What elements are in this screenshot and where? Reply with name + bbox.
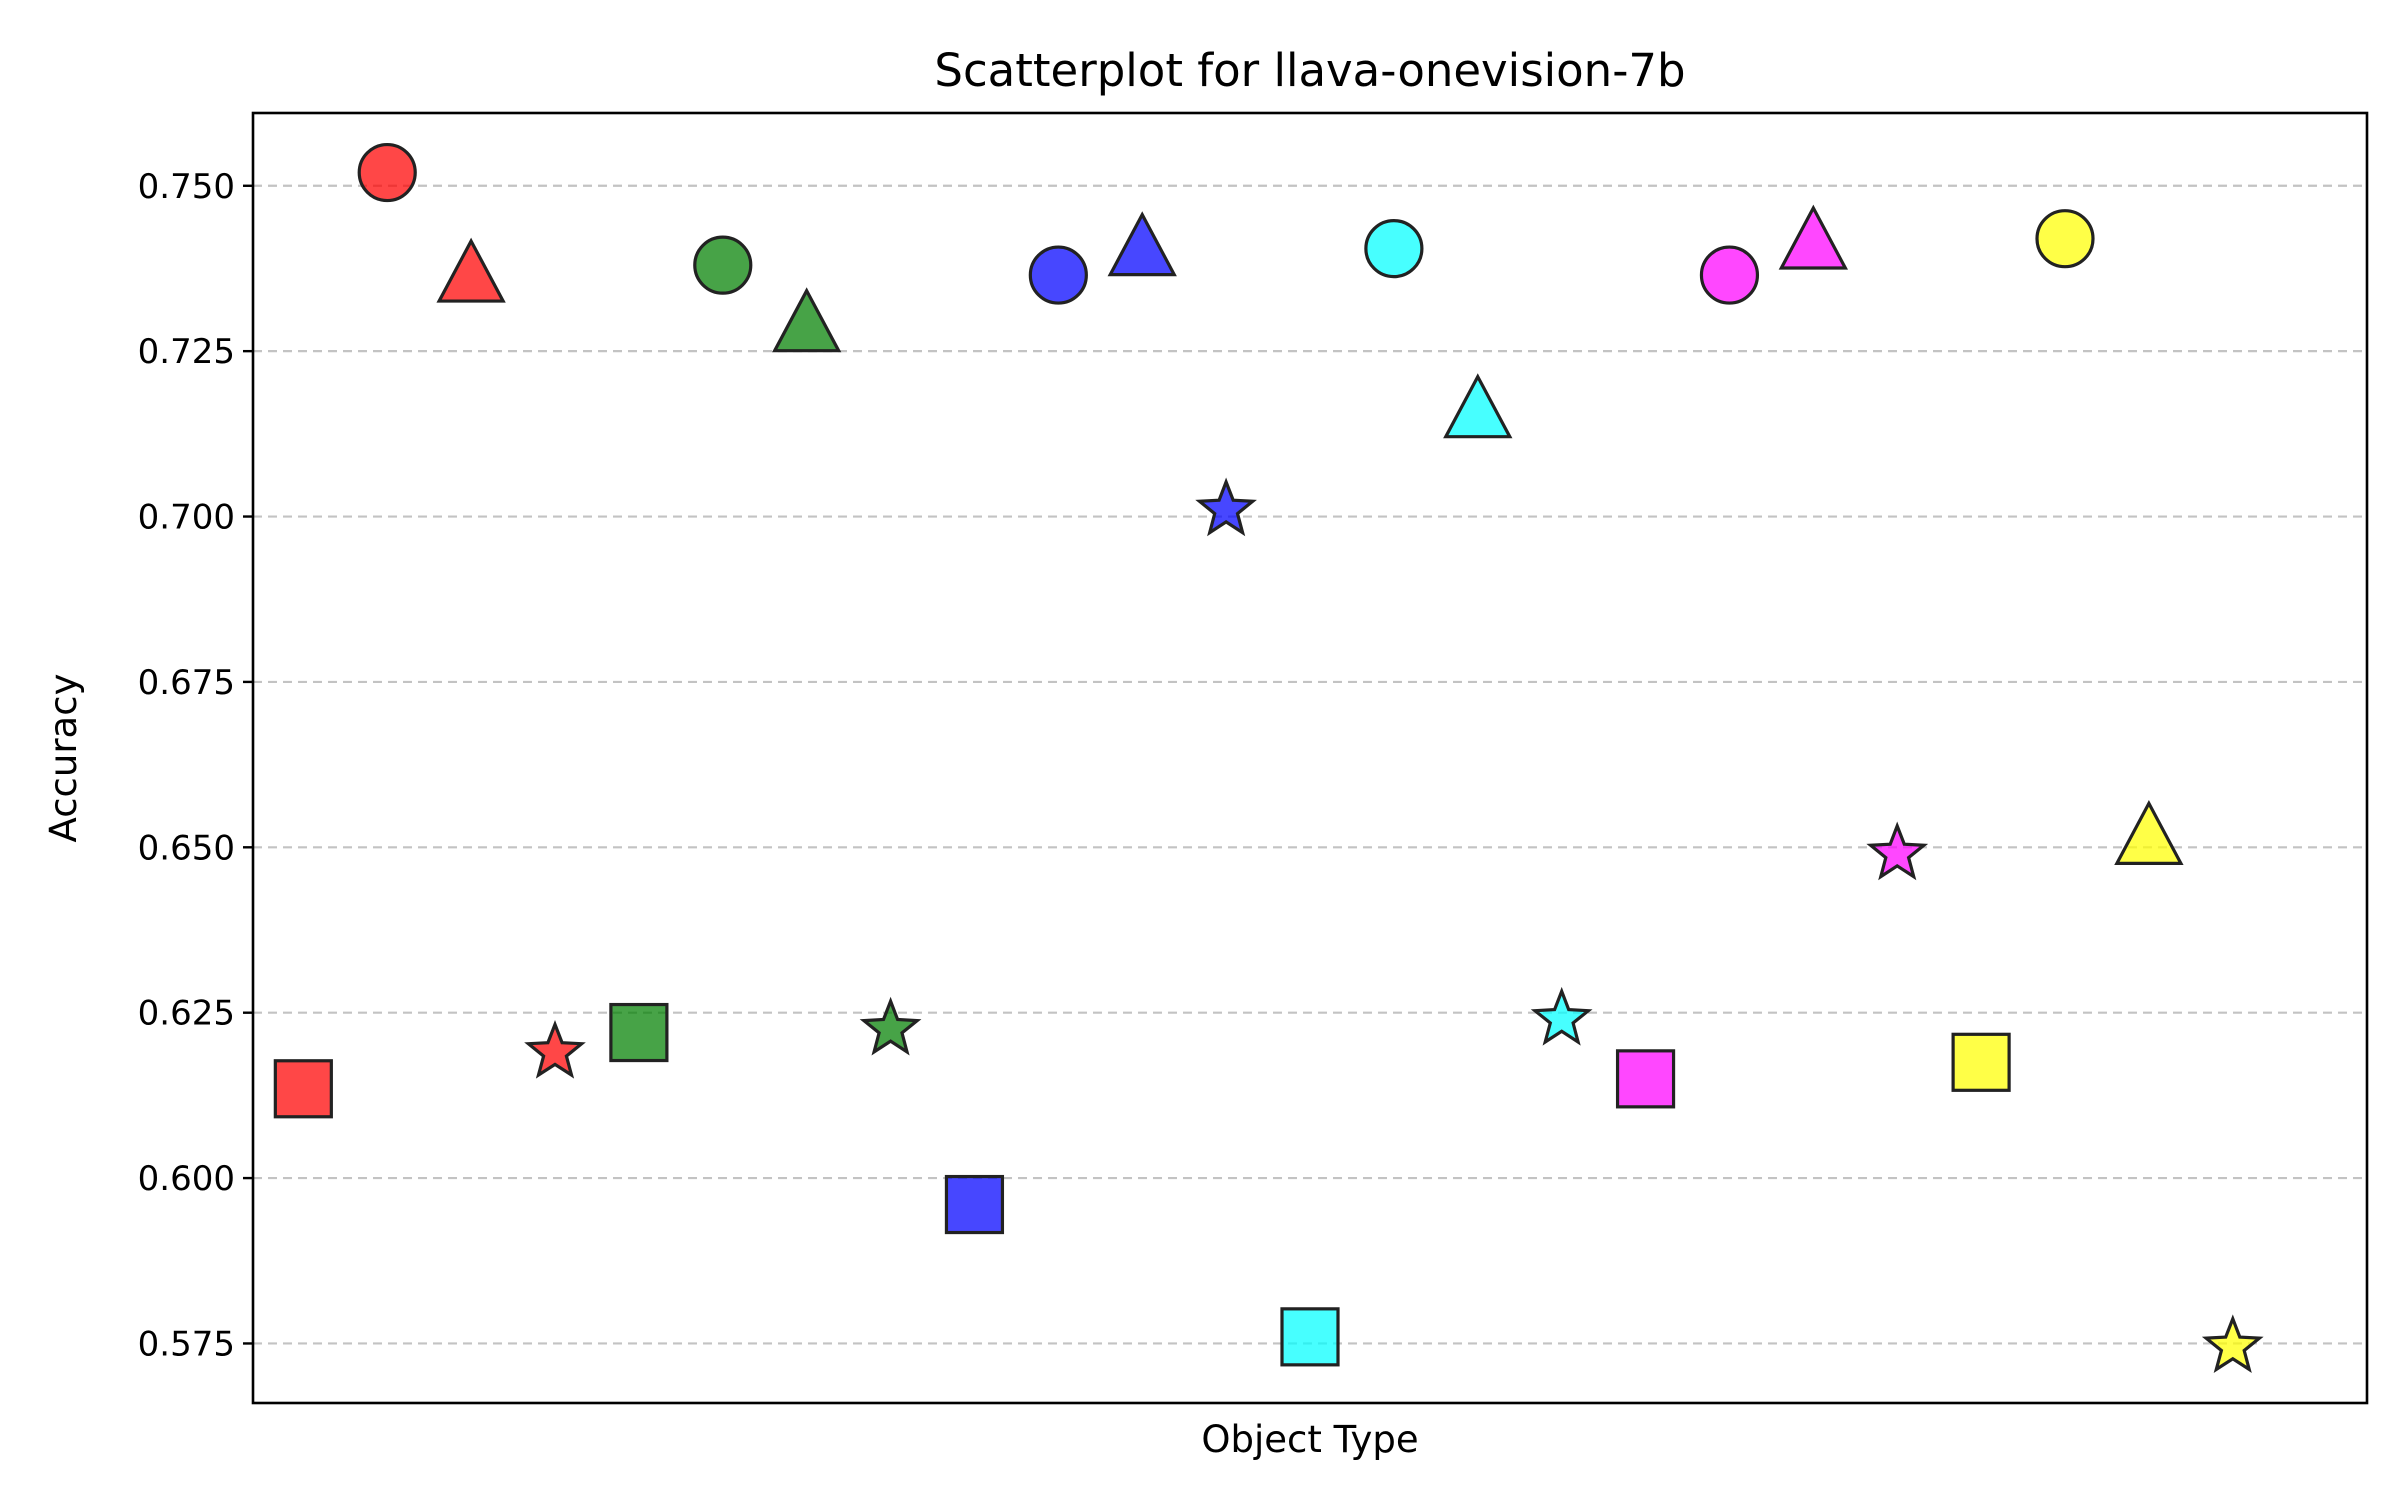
data-point-square — [1951, 1032, 2011, 1092]
data-point-square — [1615, 1049, 1676, 1109]
y-axis-label: Accuracy — [42, 674, 85, 843]
y-tick-label: 0.675 — [138, 663, 235, 703]
y-tick-label: 0.625 — [138, 994, 235, 1034]
y-tick-label: 0.600 — [138, 1159, 235, 1199]
y-tick-label: 0.750 — [138, 167, 235, 207]
data-point-triangle — [1778, 204, 1849, 270]
data-point-star — [1195, 477, 1257, 537]
data-point-triangle — [1443, 373, 1513, 439]
data-point-star — [2201, 1314, 2264, 1373]
plot-area-frame — [251, 111, 2369, 1405]
data-point-square — [609, 1002, 669, 1063]
data-point-circle — [693, 235, 753, 295]
data-point-triangle — [2114, 799, 2184, 865]
data-point-square — [944, 1174, 1005, 1235]
data-point-star — [1530, 986, 1593, 1046]
y-tick-label: 0.700 — [138, 498, 235, 538]
y-tick-label: 0.725 — [138, 332, 235, 372]
data-point-triangle — [1107, 211, 1177, 277]
gridlines — [253, 184, 2367, 1345]
chart-title: Scatterplot for llava-onevision-7b — [934, 44, 1685, 97]
data-point-circle — [1028, 245, 1088, 305]
data-point-triangle — [436, 237, 506, 303]
y-tick-label: 0.650 — [138, 828, 235, 868]
y-axis-ticks: 0.575 0.600 0.625 0.650 0.675 0.700 0.725 0.750 — [138, 167, 253, 1364]
data-point-star — [859, 996, 922, 1056]
data-point-circle — [357, 142, 417, 203]
data-point-circle — [1699, 245, 1760, 305]
data-points — [273, 142, 2264, 1373]
data-point-star — [1866, 821, 1929, 881]
x-axis-label: Object Type — [1201, 1418, 1418, 1461]
data-point-triangle — [772, 287, 842, 353]
data-point-circle — [1364, 219, 1424, 279]
data-point-square — [1280, 1307, 1340, 1367]
data-point-square — [273, 1059, 333, 1119]
data-point-star — [524, 1019, 586, 1079]
y-tick-label: 0.575 — [138, 1324, 235, 1364]
data-point-circle — [2035, 209, 2095, 269]
